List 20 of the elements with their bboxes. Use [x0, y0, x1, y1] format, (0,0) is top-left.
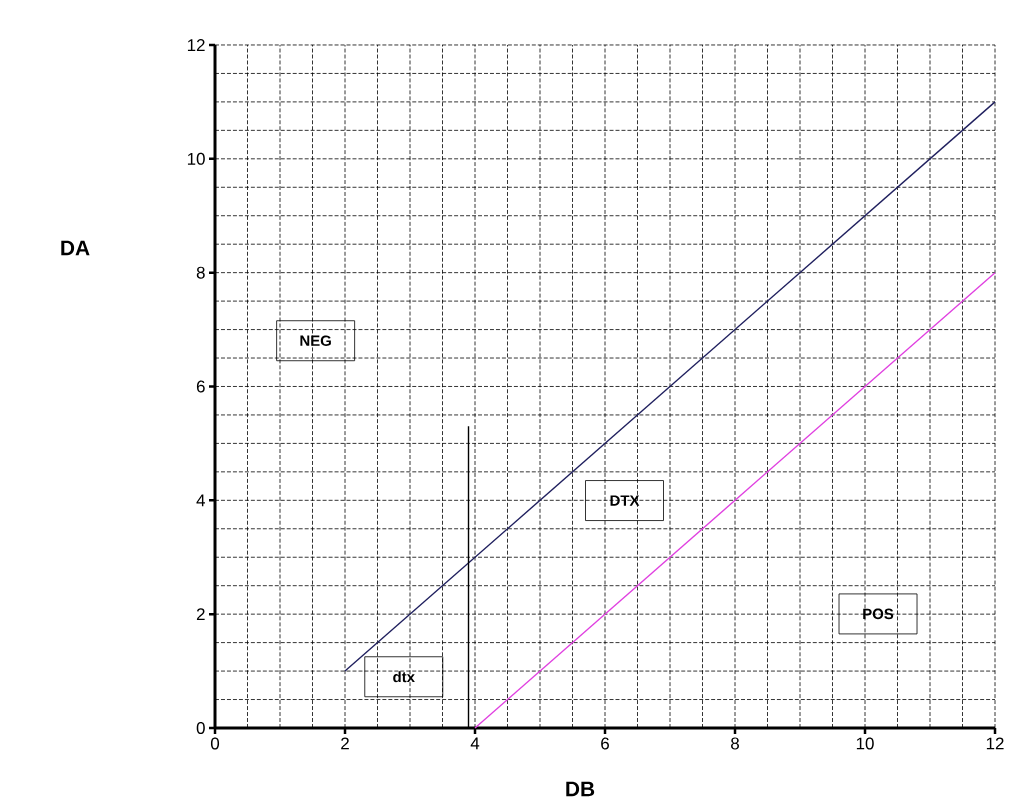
x-tick-label: 6	[601, 737, 609, 750]
x-tick-label: 10	[856, 737, 874, 750]
x-tick-label: 8	[731, 737, 739, 750]
annotation: POS	[863, 608, 894, 620]
y-tick-label: 8	[196, 266, 205, 279]
x-tick-label: 2	[341, 737, 349, 750]
annotation: NEG	[300, 335, 331, 347]
y-tick-label: 0	[196, 721, 205, 734]
x-tick-label: 4	[470, 737, 480, 750]
y-tick-label: 4	[196, 494, 205, 507]
x-axis-title: DB	[566, 781, 595, 797]
x-tick-label: 0	[210, 737, 220, 750]
annotation: dtx	[393, 671, 415, 683]
y-tick-label: 6	[196, 380, 205, 393]
y-tick-label: 10	[187, 152, 205, 165]
y-tick-label: 12	[187, 39, 205, 51]
y-axis-title: DA	[61, 240, 90, 256]
annotation: DTX	[610, 495, 640, 506]
x-tick-label: 12	[986, 737, 1004, 750]
y-tick-label: 2	[196, 608, 205, 621]
